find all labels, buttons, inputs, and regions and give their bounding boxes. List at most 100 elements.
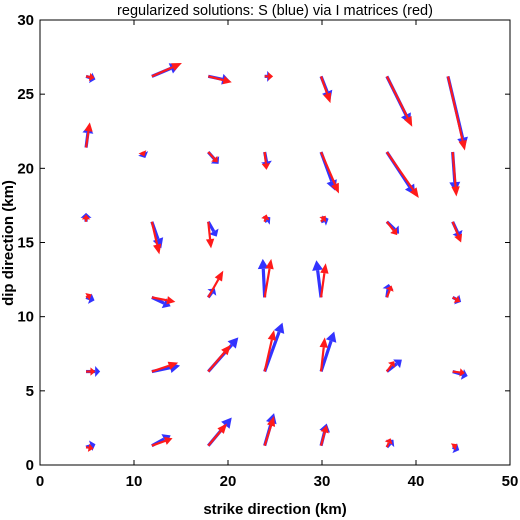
- y-tick-label: 5: [26, 383, 34, 400]
- arrow-head: [81, 214, 91, 220]
- chart-title: regularized solutions: S (blue) via I ma…: [117, 3, 433, 19]
- vector-arrow-I: [452, 295, 461, 303]
- vector-arrow-I: [207, 344, 231, 373]
- arrow-head: [459, 368, 465, 377]
- arrow-shaft: [385, 151, 415, 191]
- arrow-head: [87, 293, 95, 304]
- arrow-shaft: [151, 364, 170, 373]
- x-tick-label: 0: [36, 473, 44, 490]
- arrow-head: [208, 228, 219, 237]
- arrow-shaft: [320, 76, 329, 95]
- vector-arrow-I: [151, 296, 176, 305]
- vector-arrow-I: [319, 424, 329, 447]
- vector-arrow-I: [205, 221, 215, 249]
- arrow-shaft: [207, 278, 220, 298]
- vector-arrow-I: [319, 337, 328, 372]
- arrow-head: [409, 187, 419, 198]
- vector-arrow-I: [263, 258, 274, 298]
- arrow-shaft: [207, 221, 212, 240]
- vector-arrow-I: [85, 72, 95, 82]
- arrow-head: [85, 293, 92, 301]
- vector-arrow-I: [84, 122, 93, 148]
- arrow-head: [451, 186, 460, 197]
- y-tick-label: 0: [26, 457, 34, 474]
- arrow-head: [167, 361, 179, 370]
- vector-arrow-I: [138, 150, 147, 157]
- arrow-shaft: [320, 151, 336, 185]
- arrow-head: [221, 417, 232, 429]
- arrow-head: [268, 72, 274, 81]
- vector-arrow-I: [151, 63, 182, 78]
- arrow-head: [384, 438, 393, 445]
- vector-arrow-I: [320, 151, 339, 194]
- arrow-head: [319, 215, 326, 223]
- arrow-shaft: [84, 131, 90, 148]
- x-tick-label: 20: [220, 473, 237, 490]
- vector-arrow-I: [384, 438, 393, 448]
- arrow-shaft: [385, 289, 391, 298]
- arrow-shaft: [385, 75, 409, 119]
- arrow-shaft: [263, 339, 273, 372]
- vector-arrow-I: [81, 214, 91, 222]
- vector-arrow-I: [319, 215, 326, 223]
- arrow-shaft: [207, 430, 222, 447]
- y-axis-label: dip direction (km): [0, 180, 17, 306]
- x-tick-label: 40: [408, 473, 425, 490]
- arrow-head: [390, 227, 398, 236]
- arrow-head: [205, 238, 215, 249]
- arrow-head: [90, 367, 96, 376]
- vector-arrow-I: [264, 72, 274, 81]
- vector-arrow-I: [151, 436, 173, 447]
- arrow-head: [163, 436, 173, 445]
- vector-arrow-I: [385, 221, 398, 236]
- vector-arrow-I: [451, 151, 460, 197]
- arrow-shaft: [452, 370, 461, 374]
- arrow-shaft: [85, 446, 89, 449]
- y-tick-label: 10: [17, 309, 34, 326]
- arrow-head: [319, 337, 328, 348]
- arrow-head: [171, 63, 182, 71]
- arrow-shaft: [207, 351, 226, 373]
- vector-arrow-I: [385, 151, 419, 198]
- y-tick-label: 20: [17, 160, 34, 177]
- arrow-head: [393, 359, 402, 369]
- vector-arrow-I: [85, 443, 94, 452]
- x-axis-label: strike direction (km): [203, 501, 346, 518]
- arrow-shaft: [263, 425, 273, 447]
- vector-arrow-I: [385, 285, 394, 298]
- arrow-head: [453, 295, 461, 303]
- arrow-shaft: [385, 442, 390, 448]
- arrow-head: [84, 122, 93, 132]
- arrow-shaft: [85, 295, 88, 299]
- arrow-head: [261, 163, 271, 170]
- arrow-shaft: [316, 270, 323, 298]
- vector-arrow-I: [263, 330, 276, 372]
- arrow-head: [460, 369, 468, 380]
- arrow-head: [138, 150, 147, 157]
- vector-arrow-I: [319, 263, 329, 298]
- arrow-head: [323, 92, 332, 104]
- vector-arrow-I: [385, 75, 413, 127]
- x-tick-label: 10: [126, 473, 143, 490]
- arrow-shaft: [451, 151, 457, 187]
- vector-arrow-I: [452, 368, 465, 377]
- plot-area: 0 10 20 30 40 50 0 5 10 15 20 25 30: [17, 12, 518, 490]
- vector-arrow-I: [450, 443, 458, 451]
- arrow-head: [267, 416, 276, 427]
- arrow-head: [312, 260, 324, 271]
- arrow-head: [161, 298, 171, 309]
- arrow-head: [257, 258, 269, 270]
- arrow-head: [273, 322, 285, 334]
- arrow-head: [217, 423, 228, 434]
- arrow-shaft: [451, 221, 460, 236]
- arrow-shaft: [151, 66, 174, 78]
- arrow-shaft: [85, 75, 90, 79]
- vector-arrow-S: [312, 260, 324, 298]
- arrow-shaft: [319, 340, 333, 373]
- y-tick-label: 25: [17, 86, 34, 103]
- arrow-head: [454, 233, 463, 243]
- arrow-shaft: [319, 347, 325, 372]
- y-tick-label: 15: [17, 235, 34, 252]
- arrow-head: [222, 76, 232, 85]
